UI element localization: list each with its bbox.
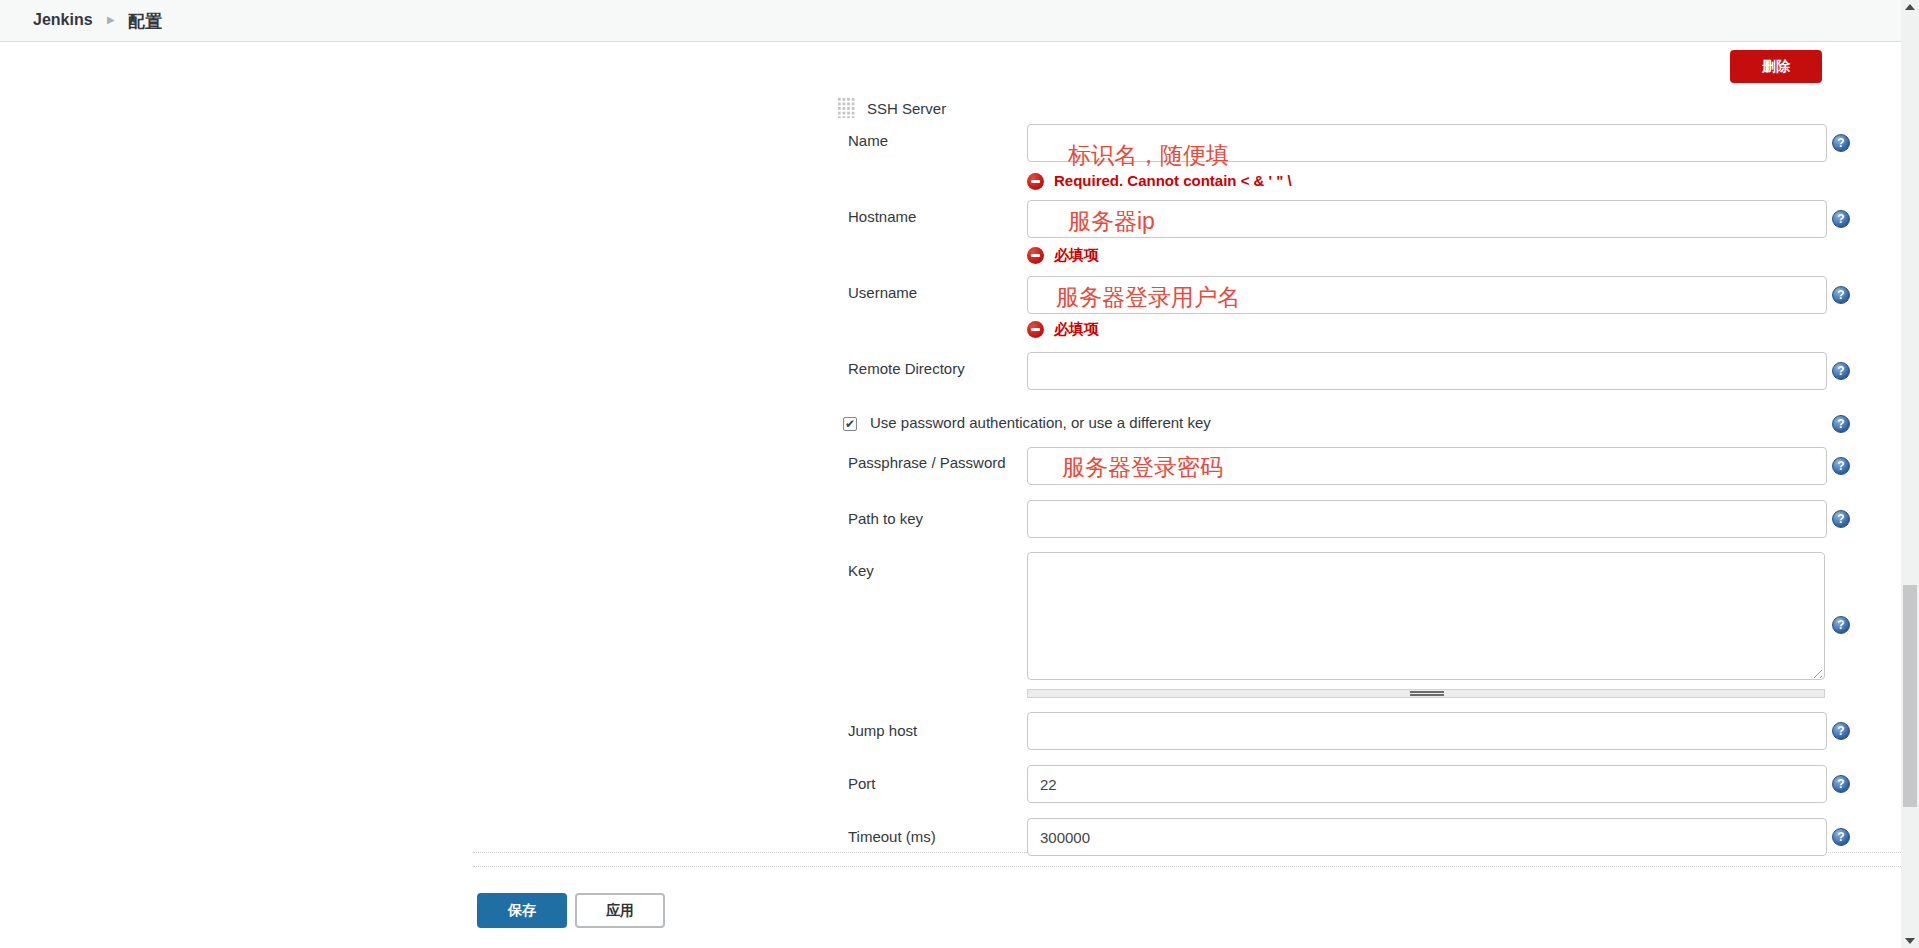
- port-help-icon[interactable]: ?: [1832, 775, 1850, 793]
- hostname-input[interactable]: [1027, 200, 1827, 238]
- name-input[interactable]: [1027, 124, 1827, 162]
- password-auth-label: Use password authentication, or use a di…: [870, 414, 1211, 431]
- password-auth-checkbox[interactable]: ✔: [843, 417, 857, 431]
- path-to-key-help-icon[interactable]: ?: [1832, 510, 1850, 528]
- name-help-icon[interactable]: ?: [1832, 134, 1850, 152]
- remote-directory-label: Remote Directory: [848, 360, 965, 377]
- name-label: Name: [848, 132, 888, 149]
- remote-directory-input[interactable]: [1027, 352, 1827, 390]
- scrollbar-down-icon[interactable]: [1905, 938, 1915, 944]
- section-divider-outer: [473, 866, 1901, 867]
- jump-host-label: Jump host: [848, 722, 917, 739]
- passphrase-help-icon[interactable]: ?: [1832, 457, 1850, 475]
- breadcrumb: Jenkins ▶ 配置: [0, 0, 1919, 42]
- resize-grip-icon: [1410, 691, 1444, 696]
- timeout-label: Timeout (ms): [848, 828, 936, 845]
- delete-button[interactable]: 删除: [1730, 50, 1822, 83]
- passphrase-input[interactable]: [1027, 447, 1827, 485]
- breadcrumb-config[interactable]: 配置: [128, 10, 162, 33]
- save-button[interactable]: 保存: [477, 893, 567, 928]
- scrollbar-up-icon[interactable]: [1905, 4, 1915, 10]
- port-label: Port: [848, 775, 876, 792]
- key-label: Key: [848, 562, 874, 579]
- scrollbar-thumb[interactable]: [1903, 585, 1917, 807]
- hostname-help-icon[interactable]: ?: [1832, 210, 1850, 228]
- username-input[interactable]: [1027, 276, 1827, 314]
- username-help-icon[interactable]: ?: [1832, 286, 1850, 304]
- jump-host-input[interactable]: [1027, 712, 1827, 750]
- hostname-error-text: 必填项: [1054, 246, 1099, 265]
- apply-button[interactable]: 应用: [575, 893, 665, 928]
- timeout-input[interactable]: [1027, 818, 1827, 856]
- path-to-key-label: Path to key: [848, 510, 923, 527]
- name-error-icon: [1027, 173, 1044, 190]
- key-help-icon[interactable]: ?: [1832, 616, 1850, 634]
- jenkins-config-page: Jenkins ▶ 配置 删除 SSH Server Name 标识名，随便填 …: [0, 0, 1919, 948]
- breadcrumb-jenkins[interactable]: Jenkins: [33, 11, 93, 29]
- hostname-error-icon: [1027, 247, 1044, 264]
- drag-handle-icon[interactable]: [837, 97, 856, 118]
- username-error-text: 必填项: [1054, 320, 1099, 339]
- timeout-help-icon[interactable]: ?: [1832, 828, 1850, 846]
- path-to-key-input[interactable]: [1027, 500, 1827, 538]
- port-input[interactable]: [1027, 765, 1827, 803]
- section-title: SSH Server: [867, 100, 946, 117]
- jump-host-help-icon[interactable]: ?: [1832, 722, 1850, 740]
- passphrase-label: Passphrase / Password: [848, 454, 1006, 471]
- name-error-text: Required. Cannot contain < & ' " \: [1054, 172, 1292, 189]
- hostname-label: Hostname: [848, 208, 916, 225]
- remote-directory-help-icon[interactable]: ?: [1832, 362, 1850, 380]
- key-textarea[interactable]: [1027, 552, 1825, 680]
- username-label: Username: [848, 284, 917, 301]
- password-auth-help-icon[interactable]: ?: [1832, 415, 1850, 433]
- textarea-resize-bar[interactable]: [1027, 689, 1825, 698]
- chevron-right-icon: ▶: [107, 14, 115, 25]
- username-error-icon: [1027, 321, 1044, 338]
